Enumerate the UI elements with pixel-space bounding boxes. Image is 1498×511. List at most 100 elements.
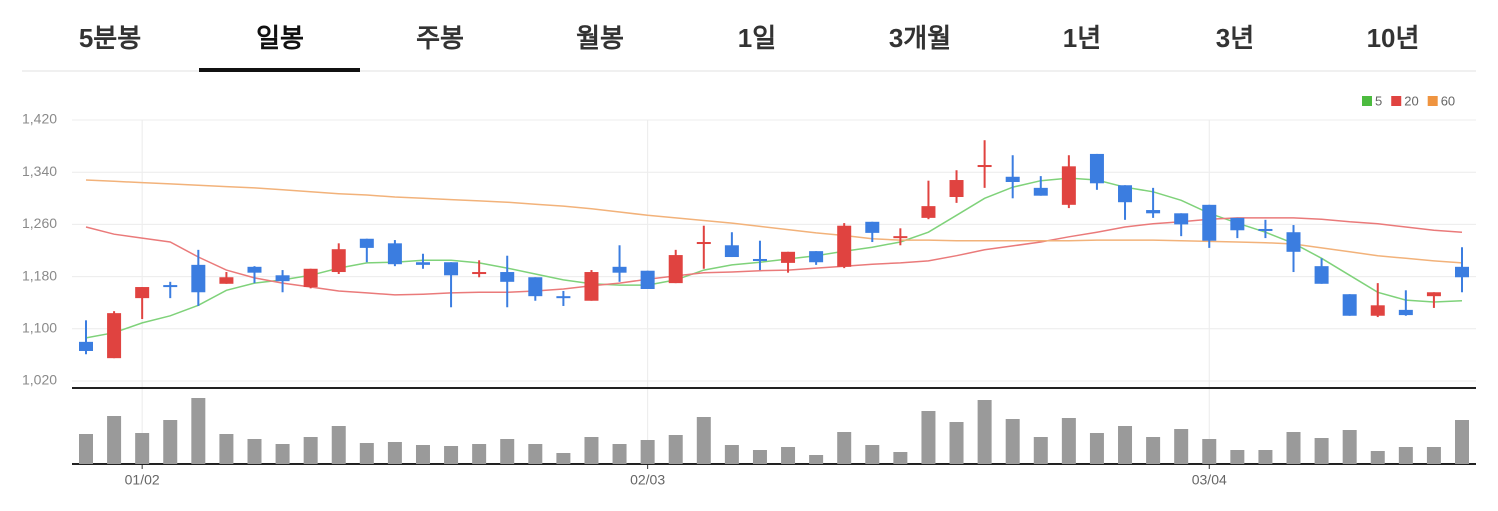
candle-wick <box>758 240 761 271</box>
volume-bar <box>1230 450 1245 464</box>
tab[interactable]: 5분봉 <box>79 23 141 53</box>
candle-body <box>500 272 515 282</box>
candle-body <box>1398 309 1413 316</box>
volume-bar <box>387 442 402 464</box>
candle-body <box>528 277 543 297</box>
candle-body <box>1061 166 1076 205</box>
candle-body <box>1089 153 1104 184</box>
volume-bar <box>556 453 571 464</box>
tab[interactable]: 1년 <box>1063 23 1101 53</box>
active-tab-underline <box>199 68 360 72</box>
candle-body <box>724 245 739 258</box>
volume-bar <box>1118 426 1133 464</box>
candle-body <box>1146 210 1161 214</box>
tab[interactable]: 일봉 <box>256 23 304 53</box>
candle-wick <box>421 253 424 269</box>
candle-body <box>1033 187 1048 196</box>
candle-wick <box>365 238 368 263</box>
candle-wick <box>562 290 565 306</box>
legend-swatch <box>1391 96 1402 106</box>
tab[interactable]: 3개월 <box>889 23 951 53</box>
candle-body <box>331 249 346 273</box>
tab[interactable]: 10년 <box>1367 23 1420 53</box>
volume-bar <box>1286 432 1301 464</box>
candle-body <box>415 262 430 265</box>
volume-bar <box>837 432 852 464</box>
y-tick-label: 1,180 <box>22 267 57 283</box>
candle-wick <box>618 245 621 282</box>
candle-body <box>247 266 262 273</box>
candle-body <box>781 251 796 263</box>
candle-body <box>584 272 599 301</box>
candle-body <box>837 225 852 267</box>
candle-body <box>1005 176 1020 182</box>
candle-body <box>696 242 711 245</box>
legend-label: 60 <box>1441 93 1455 108</box>
volume-bar <box>1455 420 1469 464</box>
volume-bar <box>191 398 206 464</box>
volume-bar <box>724 445 739 464</box>
volume-bar <box>444 446 459 464</box>
legend-label: 20 <box>1404 93 1418 108</box>
candle-wick <box>1376 283 1379 318</box>
candle-wick <box>478 260 481 278</box>
candle-wick <box>927 180 930 220</box>
candle-wick <box>983 140 986 188</box>
candle-body <box>359 238 374 248</box>
legend-swatch <box>1362 96 1372 106</box>
volume-bar <box>247 439 262 464</box>
volume-bar <box>1174 429 1189 464</box>
y-tick-label: 1,020 <box>22 372 57 388</box>
tab[interactable]: 1일 <box>738 23 776 53</box>
volume-bar <box>359 443 374 464</box>
volume-bar <box>1061 418 1076 464</box>
candle-body <box>1286 232 1301 252</box>
candle-wick <box>85 320 87 355</box>
volume-bar <box>107 416 122 464</box>
candle-wick <box>1432 292 1435 308</box>
volume-bar <box>79 434 93 464</box>
volume-bar <box>1005 419 1020 464</box>
candle-wick <box>1039 176 1042 196</box>
x-tick-label: 03/04 <box>1192 472 1227 488</box>
candle-wick <box>1152 187 1155 218</box>
candle-body <box>1426 292 1441 297</box>
candle-body <box>977 165 992 168</box>
tab[interactable]: 월봉 <box>576 23 624 53</box>
volume-bar <box>1426 447 1441 464</box>
candle-body <box>1314 266 1329 284</box>
x-tick-label: 02/03 <box>630 472 665 488</box>
candle-body <box>303 268 318 288</box>
candle-body <box>949 180 964 197</box>
y-tick-label: 1,260 <box>22 215 57 231</box>
candle-body <box>865 221 880 233</box>
candle-body <box>107 313 122 359</box>
candle-wick <box>1124 185 1127 220</box>
volume-bar <box>528 444 543 464</box>
x-tick-label: 01/02 <box>125 472 160 488</box>
candle-body <box>921 206 936 218</box>
volume-bar <box>163 420 178 464</box>
candle-wick <box>141 287 144 320</box>
candle-body <box>444 262 459 276</box>
candle-wick <box>253 266 256 284</box>
volume-bar <box>612 444 627 464</box>
tab[interactable]: 3년 <box>1216 23 1254 53</box>
candle-wick <box>169 281 172 299</box>
candle-wick <box>702 225 705 269</box>
candle-body <box>191 264 206 293</box>
candle-body <box>1174 213 1189 225</box>
legend-label: 5 <box>1375 93 1382 108</box>
volume-bar <box>1398 447 1413 464</box>
candle-body <box>135 287 150 299</box>
volume-bar <box>135 433 150 464</box>
volume-bar <box>809 455 824 464</box>
tab[interactable]: 주봉 <box>416 23 464 53</box>
volume-bar <box>500 439 515 464</box>
volume-bar <box>696 417 711 464</box>
volume-bar <box>472 444 487 464</box>
candle-body <box>219 277 234 284</box>
volume-bar <box>921 411 936 464</box>
candle-wick <box>1180 213 1183 237</box>
